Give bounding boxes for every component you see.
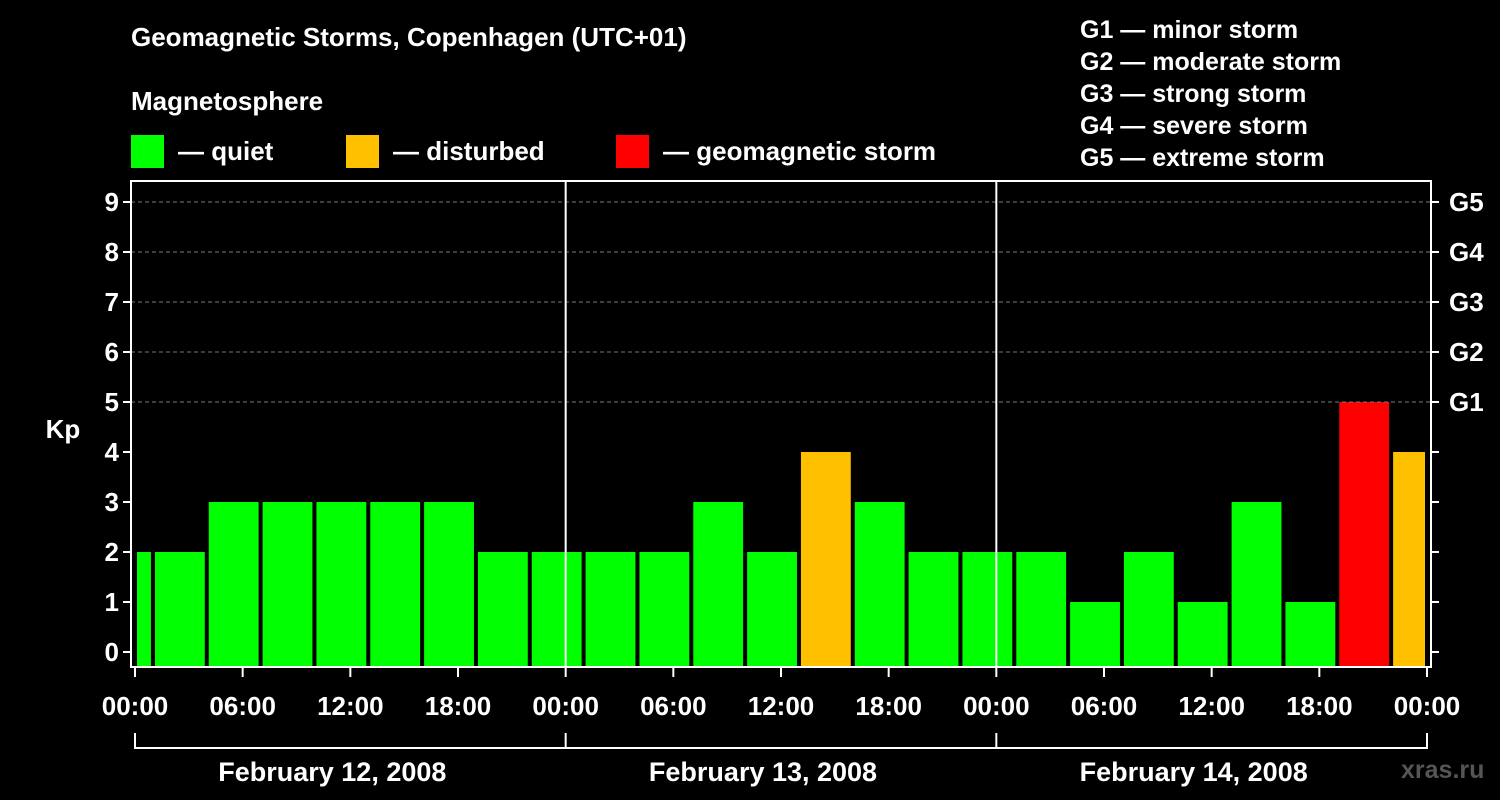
kp-bar <box>585 552 636 667</box>
kp-bar <box>424 502 474 667</box>
g-scale-label: G2 <box>1449 337 1484 367</box>
storm-scale-g5: G5 — extreme storm <box>1080 144 1325 172</box>
x-tick-label: 12:00 <box>748 691 815 721</box>
y-tick-label: 8 <box>105 237 119 267</box>
x-tick-label: 06:00 <box>209 691 276 721</box>
kp-bar <box>316 502 367 667</box>
y-tick-label: 0 <box>105 637 119 667</box>
kp-bar <box>854 502 905 667</box>
y-tick-label: 9 <box>105 187 119 217</box>
g-scale-label: G4 <box>1449 237 1484 267</box>
x-tick-label: 00:00 <box>1394 691 1461 721</box>
x-tick-label: 00:00 <box>532 691 599 721</box>
kp-bar <box>1177 602 1228 667</box>
y-tick-label: 4 <box>105 437 120 467</box>
kp-bar <box>531 552 582 667</box>
legend-item-quiet: — quiet <box>131 134 273 168</box>
y-tick-label: 6 <box>105 337 119 367</box>
y-tick-label: 1 <box>105 587 119 617</box>
kp-bar <box>208 502 259 667</box>
chart-subtitle: Magnetosphere <box>131 86 324 116</box>
kp-bar <box>137 552 151 667</box>
kp-bar <box>370 502 421 667</box>
storm-scale-legend: G1 — minor storm G2 — moderate storm G3 … <box>1080 14 1341 174</box>
x-tick-label: 00:00 <box>963 691 1030 721</box>
kp-bar <box>1285 602 1336 667</box>
y-axis-label: Kp <box>46 414 81 444</box>
x-tick-label: 18:00 <box>855 691 922 721</box>
kp-bar <box>1016 552 1067 667</box>
storm-scale-g2: G2 — moderate storm <box>1080 48 1342 76</box>
kp-bar <box>154 552 205 667</box>
kp-bar <box>262 502 313 667</box>
y-tick-label: 5 <box>105 387 119 417</box>
kp-bar <box>1123 552 1174 667</box>
y-tick-label: 2 <box>105 537 119 567</box>
x-tick-label: 00:00 <box>102 691 169 721</box>
legend-swatch-quiet <box>131 134 164 168</box>
kp-bar <box>477 552 528 667</box>
kp-bar <box>693 502 744 667</box>
kp-bar <box>1070 602 1120 667</box>
x-tick-label: 18:00 <box>1286 691 1353 721</box>
y-tick-label: 3 <box>105 487 119 517</box>
storm-scale-g3: G3 — strong storm <box>1080 80 1307 108</box>
day-label: February 12, 2008 <box>218 757 446 787</box>
x-tick-label: 12:00 <box>1178 691 1245 721</box>
x-tick-label: 06:00 <box>640 691 707 721</box>
legend-swatch-disturbed <box>346 134 379 168</box>
kp-bar <box>908 552 959 667</box>
kp-bar <box>1339 402 1390 667</box>
kp-bar <box>1231 502 1282 667</box>
day-label: February 14, 2008 <box>1080 757 1308 787</box>
legend-label-quiet: — quiet <box>178 135 274 166</box>
kp-bar <box>1393 452 1425 667</box>
g-scale-label: G1 <box>1449 387 1484 417</box>
kp-bar <box>962 552 1013 667</box>
legend-item-disturbed: — disturbed <box>346 134 545 168</box>
legend-label-disturbed: — disturbed <box>393 135 545 166</box>
kp-bar <box>800 452 851 667</box>
storm-scale-g4: G4 — severe storm <box>1080 112 1308 140</box>
y-tick-label: 7 <box>105 287 119 317</box>
chart-title: Geomagnetic Storms, Copenhagen (UTC+01) <box>131 22 687 52</box>
day-label: February 13, 2008 <box>649 757 877 787</box>
legend-label-storm: — geomagnetic storm <box>663 135 937 166</box>
x-tick-label: 06:00 <box>1071 691 1138 721</box>
legend-swatch-storm <box>616 134 649 168</box>
x-tick-label: 12:00 <box>317 691 384 721</box>
kp-bar <box>747 552 797 667</box>
g-scale-label: G5 <box>1449 187 1484 217</box>
g-scale-label: G3 <box>1449 287 1484 317</box>
storm-scale-g1: G1 — minor storm <box>1080 16 1299 44</box>
watermark: xras.ru <box>1401 756 1485 784</box>
kp-bar <box>639 552 690 667</box>
x-tick-label: 18:00 <box>425 691 492 721</box>
legend-item-storm: — geomagnetic storm <box>616 134 936 168</box>
